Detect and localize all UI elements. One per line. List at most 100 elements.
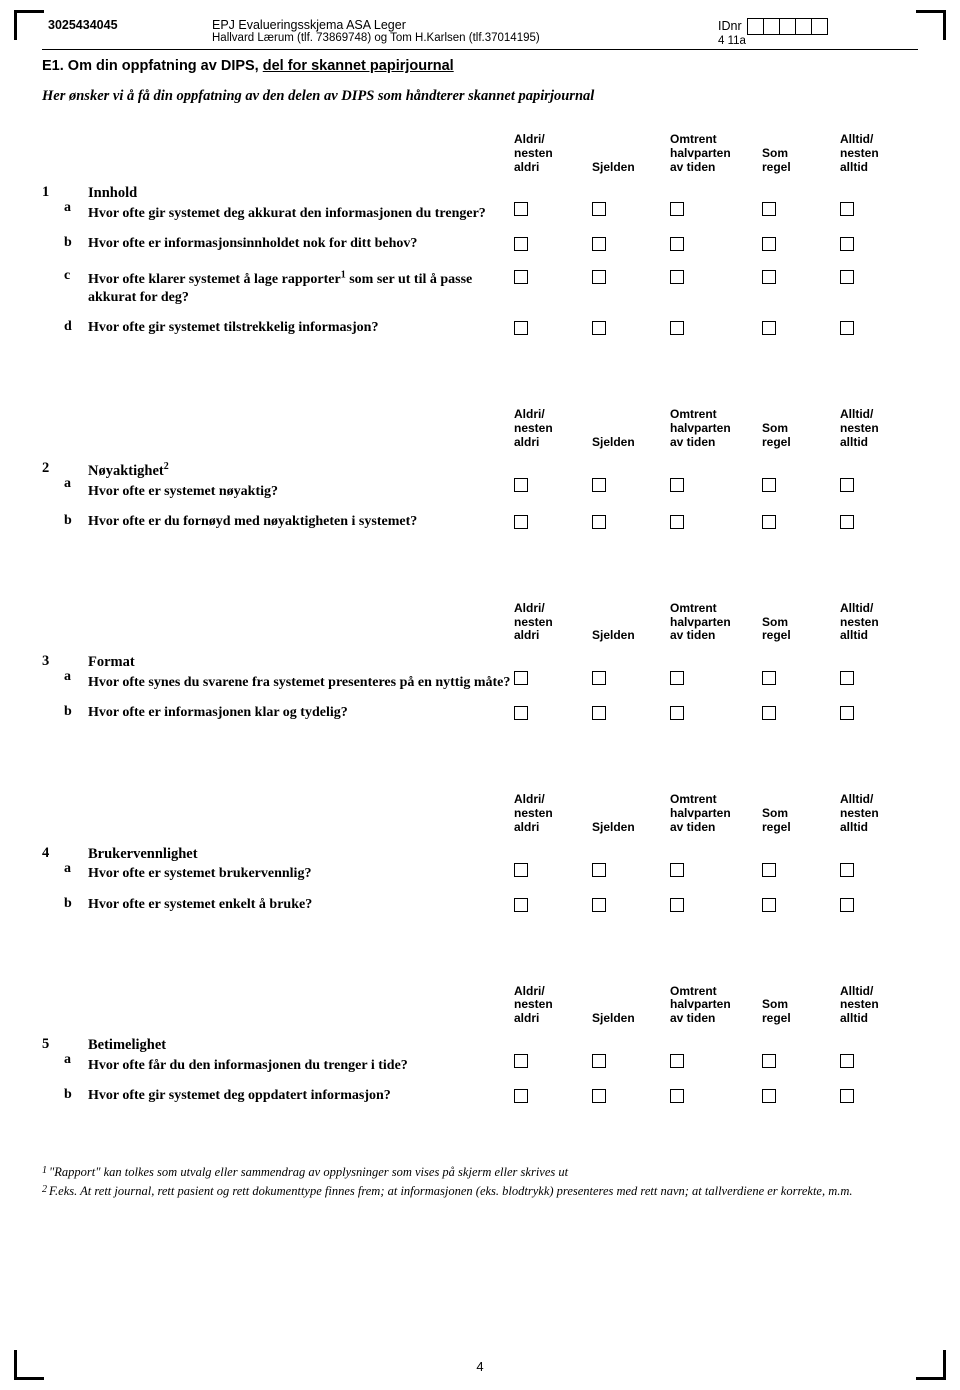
checkbox[interactable] <box>840 515 854 529</box>
checkbox[interactable] <box>840 898 854 912</box>
checkbox[interactable] <box>514 202 528 216</box>
crop-corner-tr <box>916 10 946 40</box>
checkbox[interactable] <box>670 202 684 216</box>
checkbox[interactable] <box>840 706 854 720</box>
item-letter: a <box>64 839 88 890</box>
checkbox[interactable] <box>840 1054 854 1068</box>
checkbox[interactable] <box>592 1089 606 1103</box>
question-text: Hvor ofte gir systemet deg oppdatert inf… <box>88 1088 391 1103</box>
checkbox[interactable] <box>840 270 854 284</box>
checkbox[interactable] <box>840 1089 854 1103</box>
scale-col-5: Alltid/nestenalltid <box>840 133 918 178</box>
scale-col-4: Somregel <box>762 408 840 453</box>
checkbox[interactable] <box>514 321 528 335</box>
checkbox[interactable] <box>592 863 606 877</box>
checkbox[interactable] <box>670 1054 684 1068</box>
question-text: Hvor ofte er informasjonsinnholdet nok f… <box>88 236 417 251</box>
checkbox[interactable] <box>592 898 606 912</box>
scale-col-2: Sjelden <box>592 793 670 838</box>
item-letter: c <box>64 262 88 313</box>
checkbox[interactable] <box>514 863 528 877</box>
checkbox[interactable] <box>670 515 684 529</box>
checkbox[interactable] <box>670 898 684 912</box>
checkbox[interactable] <box>670 270 684 284</box>
checkbox[interactable] <box>670 671 684 685</box>
checkbox[interactable] <box>762 1054 776 1068</box>
item-letter: a <box>64 454 88 507</box>
section-e1-heading: E1. Om din oppfatning av DIPS, del for s… <box>42 58 918 74</box>
section-title: Betimelighet <box>88 1036 514 1055</box>
checkbox[interactable] <box>592 321 606 335</box>
checkbox[interactable] <box>592 270 606 284</box>
scale-col-3: Omtrenthalvpartenav tiden <box>670 985 762 1030</box>
checkbox[interactable] <box>514 478 528 492</box>
checkbox[interactable] <box>514 1054 528 1068</box>
section-title: Nøyaktighet2 <box>88 460 514 481</box>
section-title: Format <box>88 653 514 672</box>
checkbox[interactable] <box>592 202 606 216</box>
scale-col-2: Sjelden <box>592 133 670 178</box>
checkbox[interactable] <box>762 706 776 720</box>
item-letter: b <box>64 1081 88 1114</box>
checkbox[interactable] <box>840 863 854 877</box>
footnote-1: "Rapport" kan tolkes som utvalg eller sa… <box>49 1165 568 1179</box>
question-row: bHvor ofte er informasjonsinnholdet nok … <box>42 229 918 262</box>
checkbox[interactable] <box>762 478 776 492</box>
checkbox[interactable] <box>514 706 528 720</box>
checkbox[interactable] <box>840 321 854 335</box>
checkbox[interactable] <box>762 321 776 335</box>
item-letter: d <box>64 313 88 346</box>
checkbox[interactable] <box>840 237 854 251</box>
checkbox[interactable] <box>514 270 528 284</box>
section-title: Innhold <box>88 184 514 203</box>
idnr-boxes[interactable] <box>747 18 828 35</box>
scale-col-2: Sjelden <box>592 408 670 453</box>
item-letter: b <box>64 507 88 540</box>
checkbox[interactable] <box>514 1089 528 1103</box>
checkbox[interactable] <box>670 1089 684 1103</box>
checkbox[interactable] <box>514 515 528 529</box>
checkbox[interactable] <box>670 478 684 492</box>
scale-col-1: Aldri/nestenaldri <box>514 408 592 453</box>
checkbox[interactable] <box>514 898 528 912</box>
checkbox[interactable] <box>762 671 776 685</box>
question-text: Hvor ofte gir systemet deg akkurat den i… <box>88 206 486 221</box>
checkbox[interactable] <box>592 237 606 251</box>
checkbox[interactable] <box>762 237 776 251</box>
idnr-label: IDnr <box>718 19 742 33</box>
question-block-3: Aldri/nestenaldriSjeldenOmtrenthalvparte… <box>42 602 918 731</box>
checkbox[interactable] <box>514 671 528 685</box>
checkbox[interactable] <box>840 671 854 685</box>
scale-col-2: Sjelden <box>592 602 670 647</box>
question-row: 4aBrukervennlighetHvor ofte er systemet … <box>42 839 918 890</box>
checkbox[interactable] <box>762 863 776 877</box>
checkbox[interactable] <box>592 478 606 492</box>
question-row: 1aInnholdHvor ofte gir systemet deg akku… <box>42 178 918 229</box>
checkbox[interactable] <box>670 321 684 335</box>
checkbox[interactable] <box>514 237 528 251</box>
question-text: Hvor ofte er systemet nøyaktig? <box>88 484 278 499</box>
checkbox[interactable] <box>762 270 776 284</box>
checkbox[interactable] <box>762 898 776 912</box>
checkbox[interactable] <box>592 515 606 529</box>
checkbox[interactable] <box>762 202 776 216</box>
checkbox[interactable] <box>670 706 684 720</box>
checkbox[interactable] <box>762 515 776 529</box>
checkbox[interactable] <box>840 202 854 216</box>
checkbox[interactable] <box>670 237 684 251</box>
item-letter: a <box>64 178 88 229</box>
checkbox[interactable] <box>592 1054 606 1068</box>
footnote-2: F.eks. At rett journal, rett pasient og … <box>49 1184 853 1198</box>
checkbox[interactable] <box>592 671 606 685</box>
scale-col-3: Omtrenthalvpartenav tiden <box>670 133 762 178</box>
question-text: Hvor ofte klarer systemet å lage rapport… <box>88 272 472 305</box>
checkbox[interactable] <box>592 706 606 720</box>
crop-corner-bl <box>14 1350 44 1380</box>
question-text: Hvor ofte er systemet brukervennlig? <box>88 866 311 881</box>
section-number: 5 <box>42 1036 49 1052</box>
checkbox[interactable] <box>762 1089 776 1103</box>
question-row: bHvor ofte er informasjonen klar og tyde… <box>42 698 918 731</box>
crop-corner-tl <box>14 10 44 40</box>
checkbox[interactable] <box>840 478 854 492</box>
checkbox[interactable] <box>670 863 684 877</box>
